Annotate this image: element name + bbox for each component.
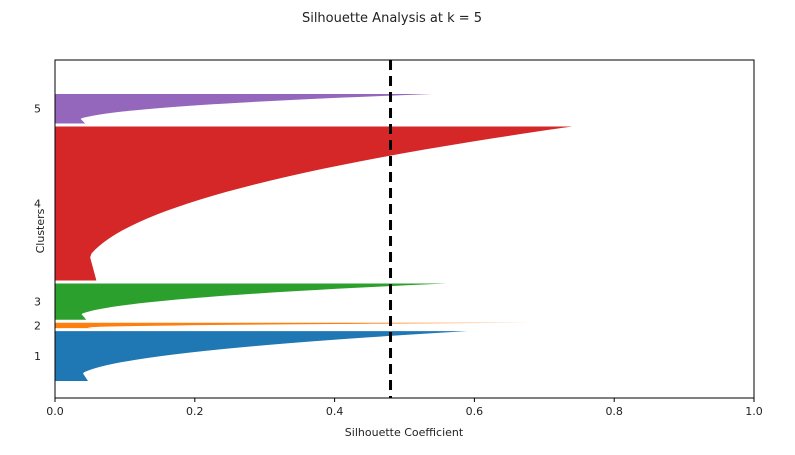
x-tick-label: 0.4: [326, 405, 344, 418]
cluster-1-silhouette: [55, 331, 468, 381]
cluster-5-label: 5: [34, 103, 41, 116]
x-tick-label: 0.6: [466, 405, 484, 418]
cluster-4-label: 4: [34, 197, 41, 210]
cluster-4-silhouette: [55, 126, 573, 281]
cluster-2-silhouette: [55, 322, 531, 329]
x-tick-label: 0.2: [186, 405, 204, 418]
x-tick-label: 1.0: [745, 405, 763, 418]
plot-area: 1 2 3 4 5 0.0 0.2 0.4 0.6 0.8 1.0: [34, 59, 763, 418]
chart-title: Silhouette Analysis at k = 5: [302, 11, 482, 26]
x-tick-label: 0.8: [605, 405, 623, 418]
x-axis-title: Silhouette Coefficient: [345, 426, 464, 439]
cluster-5-silhouette: [55, 94, 433, 124]
cluster-2-label: 2: [34, 319, 41, 332]
x-tick-label: 0.0: [46, 405, 64, 418]
plot-frame: [54, 59, 755, 399]
cluster-3-label: 3: [34, 296, 41, 309]
cluster-1-label: 1: [34, 350, 41, 363]
y-axis-title: Clusters: [34, 208, 47, 253]
cluster-3-silhouette: [55, 283, 447, 320]
